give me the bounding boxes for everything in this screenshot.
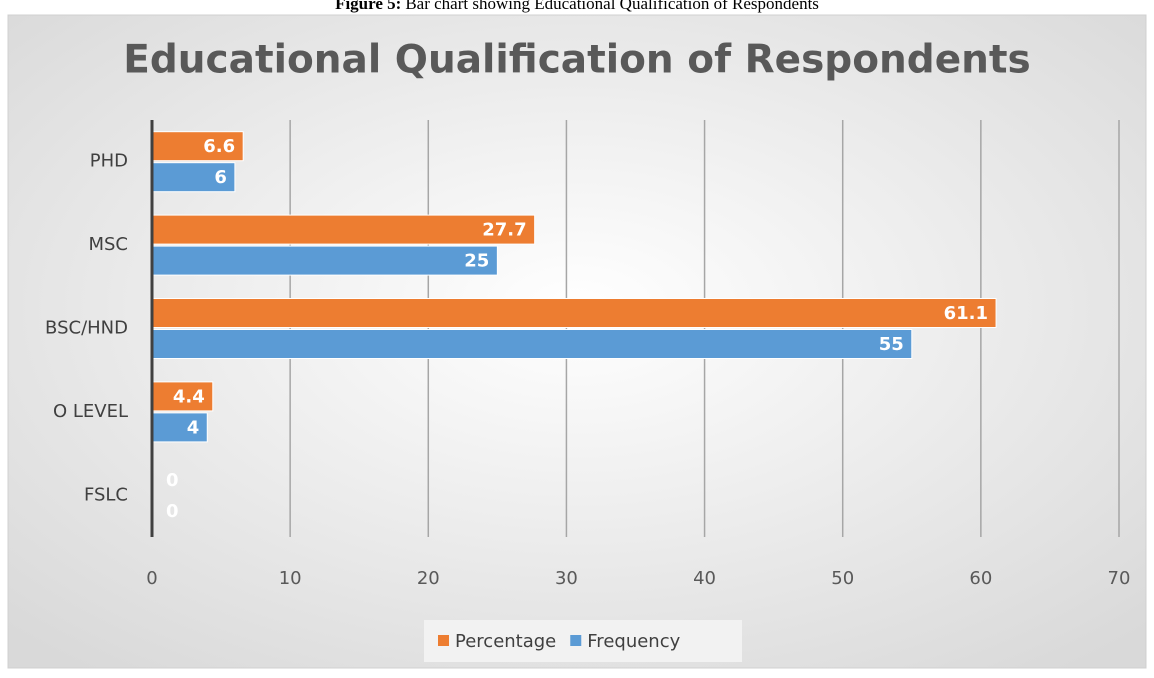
y-tick-label: FSLC (84, 484, 128, 505)
x-tick-label: 30 (555, 568, 578, 589)
data-label: 27.7 (482, 220, 526, 241)
data-label: 61.1 (944, 303, 988, 324)
y-tick-label: MSC (88, 234, 128, 255)
data-label: 0 (166, 501, 179, 522)
legend: Percentage Frequency (424, 620, 742, 662)
chart-title: Educational Qualification of Respondents (123, 38, 1031, 83)
legend-swatch (438, 635, 449, 646)
y-tick-label: BSC/HND (45, 318, 128, 339)
bar (151, 245, 498, 276)
x-tick-label: 10 (279, 568, 302, 589)
figure-caption: Figure 5: Bar chart showing Educational Q… (335, 0, 819, 13)
x-tick-label: 40 (693, 568, 716, 589)
data-label: 55 (879, 334, 904, 355)
bar (151, 298, 997, 328)
bar (151, 214, 536, 245)
data-label: 6.6 (203, 136, 235, 157)
legend-box (424, 620, 742, 662)
legend-swatch (570, 635, 582, 646)
x-tick-label: 60 (969, 568, 992, 589)
data-label: 4.4 (173, 386, 205, 407)
x-tick-label: 20 (417, 568, 440, 589)
x-tick-label: 50 (831, 568, 854, 589)
y-tick-label: PHD (90, 151, 128, 172)
data-label: 6 (214, 167, 227, 188)
x-tick-label: 0 (146, 568, 157, 589)
bar (151, 329, 913, 359)
legend-label: Frequency (587, 631, 680, 652)
legend-label: Percentage (455, 631, 556, 652)
y-tick-label: O LEVEL (53, 401, 128, 422)
caption-text: Bar chart showing Educational Qualificat… (405, 0, 819, 13)
data-label: 25 (464, 251, 489, 272)
data-label: 0 (166, 470, 179, 491)
x-tick-label: 70 (1108, 568, 1131, 589)
data-label: 4 (187, 417, 200, 438)
caption-label: Figure 5: (335, 0, 401, 13)
